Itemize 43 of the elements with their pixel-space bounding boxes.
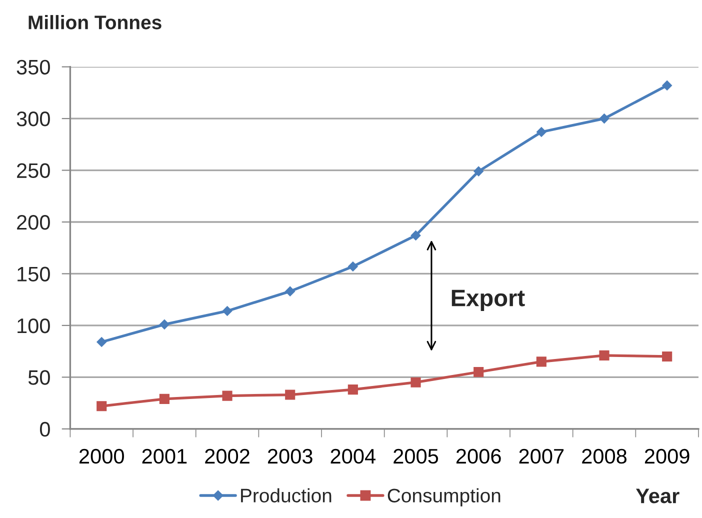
- point: [222, 390, 232, 401]
- point: [348, 384, 358, 395]
- point: [96, 337, 107, 347]
- point: [285, 286, 296, 296]
- x-tick-label: 2008: [582, 448, 627, 464]
- x-tick-label: 2001: [142, 448, 187, 464]
- point: [348, 262, 358, 272]
- y-tick-label: 150: [18, 266, 50, 282]
- legend-label: Production: [241, 488, 332, 502]
- y-tick-label: 250: [17, 163, 50, 178]
- y-tick-label: 50: [28, 370, 50, 385]
- x-tick-label: 2005: [394, 448, 438, 464]
- y-tick-label: 350: [16, 60, 50, 75]
- point: [599, 114, 610, 124]
- y-tick-label: 0: [40, 422, 50, 437]
- point: [222, 306, 232, 316]
- point: [662, 351, 672, 362]
- point: [474, 166, 484, 176]
- x-tick-label: 2009: [644, 448, 690, 464]
- point: [536, 356, 546, 367]
- point: [285, 390, 296, 400]
- point: [160, 319, 170, 330]
- point: [96, 401, 107, 412]
- x-tick-label: 2007: [519, 448, 564, 464]
- x-tick-label: 2003: [268, 448, 312, 464]
- point: [536, 127, 546, 137]
- x-axis-title: Year: [636, 488, 680, 504]
- point: [474, 366, 484, 378]
- point: [159, 394, 170, 404]
- x-tick-label: 2006: [456, 448, 501, 464]
- y-axis-title: Million Tonnes: [28, 15, 162, 30]
- point: [599, 350, 610, 360]
- legend-label: Consumption: [388, 488, 500, 506]
- x-tick-label: 2000: [79, 448, 124, 464]
- point: [410, 377, 421, 388]
- x-tick-label: 2002: [205, 448, 250, 464]
- annotation: Export: [452, 290, 525, 312]
- y-tick-label: 300: [16, 112, 50, 126]
- y-tick-label: 100: [18, 318, 50, 334]
- x-tick-label: 2004: [330, 448, 376, 464]
- y-tick-label: 200: [17, 215, 50, 230]
- point: [410, 230, 421, 240]
- point: [662, 80, 672, 90]
